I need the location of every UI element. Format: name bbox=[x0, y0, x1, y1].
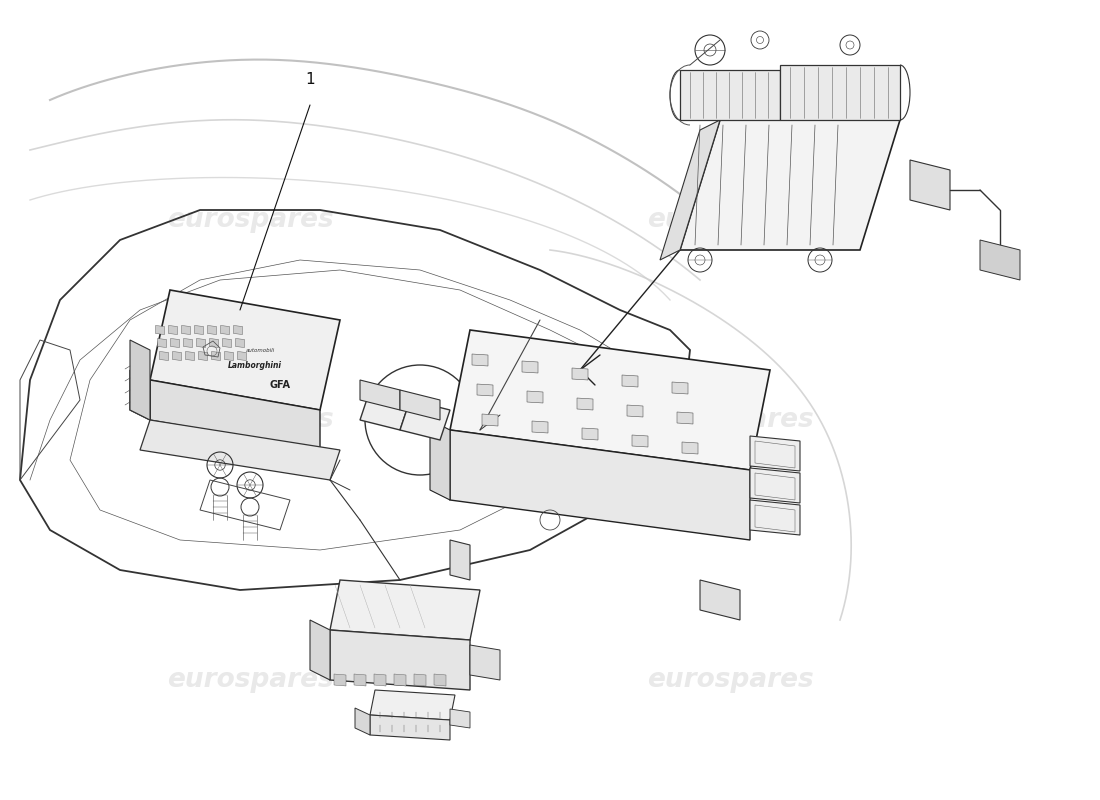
Polygon shape bbox=[211, 351, 220, 361]
Polygon shape bbox=[621, 375, 638, 387]
Polygon shape bbox=[430, 420, 450, 500]
Polygon shape bbox=[470, 645, 500, 680]
Text: 1: 1 bbox=[305, 73, 315, 87]
Polygon shape bbox=[527, 391, 543, 403]
Polygon shape bbox=[184, 338, 192, 347]
Polygon shape bbox=[360, 380, 400, 410]
Polygon shape bbox=[155, 326, 165, 334]
Polygon shape bbox=[434, 674, 446, 686]
Polygon shape bbox=[374, 674, 386, 686]
Polygon shape bbox=[532, 421, 548, 433]
Polygon shape bbox=[222, 338, 231, 347]
Polygon shape bbox=[680, 70, 780, 120]
Text: automobili: automobili bbox=[245, 347, 275, 353]
Polygon shape bbox=[330, 580, 480, 640]
Polygon shape bbox=[660, 120, 720, 260]
Polygon shape bbox=[910, 160, 950, 210]
Polygon shape bbox=[682, 442, 698, 454]
Polygon shape bbox=[354, 674, 366, 686]
Polygon shape bbox=[578, 398, 593, 410]
Polygon shape bbox=[360, 390, 410, 430]
Polygon shape bbox=[627, 405, 644, 417]
Polygon shape bbox=[477, 384, 493, 396]
Polygon shape bbox=[370, 690, 455, 720]
Text: eurospares: eurospares bbox=[166, 667, 333, 693]
Polygon shape bbox=[400, 390, 440, 420]
Polygon shape bbox=[197, 338, 206, 347]
Polygon shape bbox=[582, 428, 598, 440]
Polygon shape bbox=[472, 354, 488, 366]
Polygon shape bbox=[209, 338, 219, 347]
Polygon shape bbox=[160, 351, 168, 361]
Text: eurospares: eurospares bbox=[647, 207, 813, 233]
Polygon shape bbox=[150, 380, 320, 450]
Text: eurospares: eurospares bbox=[166, 207, 333, 233]
Polygon shape bbox=[224, 351, 233, 361]
Polygon shape bbox=[394, 674, 406, 686]
Polygon shape bbox=[330, 630, 470, 690]
Polygon shape bbox=[150, 290, 340, 410]
Polygon shape bbox=[238, 351, 246, 361]
Polygon shape bbox=[482, 414, 498, 426]
Polygon shape bbox=[750, 468, 800, 503]
Polygon shape bbox=[195, 326, 204, 334]
Polygon shape bbox=[572, 368, 588, 380]
Polygon shape bbox=[980, 240, 1020, 280]
Polygon shape bbox=[140, 420, 340, 480]
Polygon shape bbox=[370, 715, 450, 740]
Text: GFA: GFA bbox=[270, 380, 290, 390]
Polygon shape bbox=[310, 620, 330, 680]
Polygon shape bbox=[750, 436, 800, 471]
Polygon shape bbox=[400, 400, 450, 440]
Text: Lamborghini: Lamborghini bbox=[228, 361, 282, 370]
Polygon shape bbox=[233, 326, 242, 334]
Polygon shape bbox=[235, 338, 244, 347]
Polygon shape bbox=[450, 330, 770, 470]
Polygon shape bbox=[182, 326, 190, 334]
Polygon shape bbox=[414, 674, 426, 686]
Polygon shape bbox=[168, 326, 177, 334]
Polygon shape bbox=[220, 326, 230, 334]
Text: eurospares: eurospares bbox=[647, 407, 813, 433]
Polygon shape bbox=[700, 580, 740, 620]
Polygon shape bbox=[450, 540, 470, 580]
Polygon shape bbox=[130, 370, 150, 420]
Polygon shape bbox=[198, 351, 208, 361]
Polygon shape bbox=[680, 120, 900, 250]
Polygon shape bbox=[334, 674, 346, 686]
Polygon shape bbox=[355, 708, 370, 735]
Polygon shape bbox=[750, 500, 800, 535]
Polygon shape bbox=[780, 65, 900, 120]
Polygon shape bbox=[522, 361, 538, 373]
Polygon shape bbox=[170, 338, 179, 347]
Text: eurospares: eurospares bbox=[647, 667, 813, 693]
Polygon shape bbox=[208, 326, 217, 334]
Polygon shape bbox=[632, 435, 648, 447]
Polygon shape bbox=[450, 430, 750, 540]
Polygon shape bbox=[186, 351, 195, 361]
Polygon shape bbox=[450, 709, 470, 728]
Text: eurospares: eurospares bbox=[166, 407, 333, 433]
Polygon shape bbox=[157, 338, 166, 347]
Polygon shape bbox=[672, 382, 688, 394]
Polygon shape bbox=[676, 412, 693, 424]
Polygon shape bbox=[173, 351, 182, 361]
Polygon shape bbox=[130, 340, 150, 420]
